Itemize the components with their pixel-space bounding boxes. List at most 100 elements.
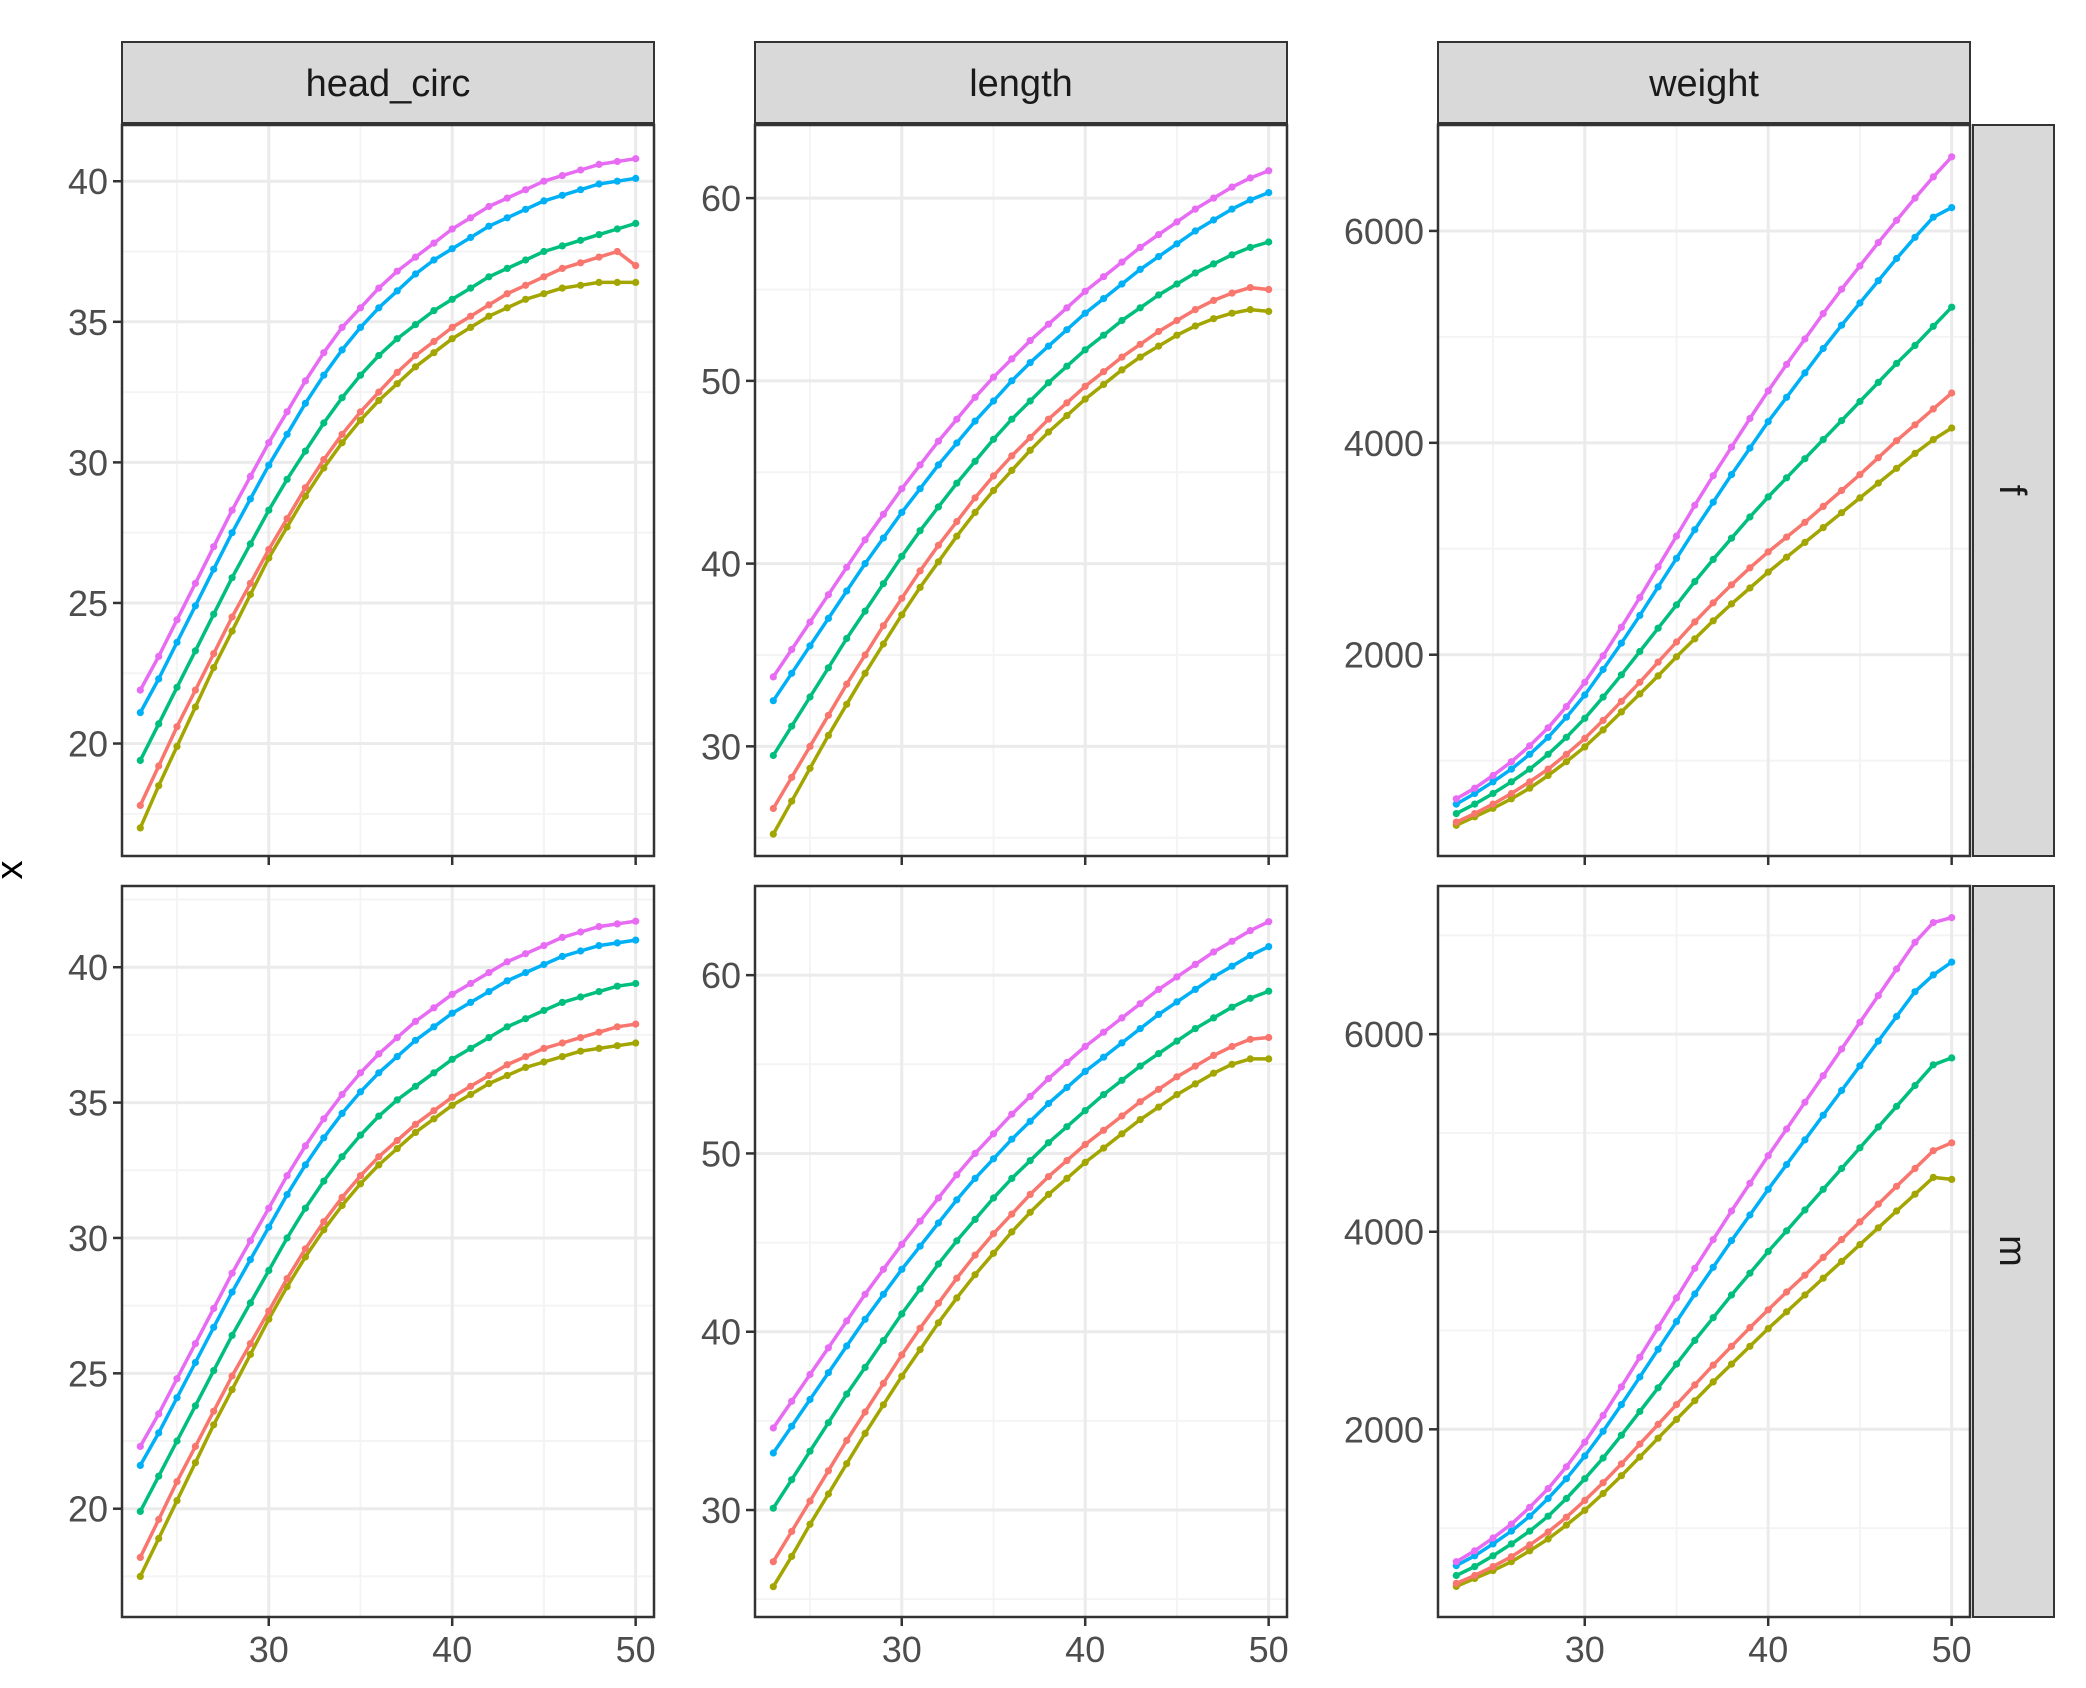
panel-weight-f-data-point bbox=[1654, 658, 1662, 666]
panel-head-circ-m-data-point bbox=[301, 1161, 309, 1169]
panel-head-circ-f-data-point bbox=[173, 683, 181, 691]
panel-head-circ-m-data-point bbox=[613, 939, 621, 947]
panel-weight-m-data-point bbox=[1948, 1054, 1956, 1062]
panel-weight-f-data-point bbox=[1948, 204, 1956, 212]
panel-weight-m-data-point bbox=[1452, 1579, 1460, 1587]
col-strip-weight-label: weight bbox=[1648, 63, 1759, 105]
panel-length-m-data-point bbox=[934, 1194, 943, 1202]
panel-head-circ-m-data-point bbox=[558, 1053, 566, 1061]
panel-length-m-data-point bbox=[1228, 937, 1236, 945]
panel-weight-m-data-point bbox=[1746, 1342, 1754, 1350]
panel-length-m-data-point bbox=[879, 1265, 888, 1273]
panel-head-circ-m-data-point bbox=[173, 1375, 181, 1383]
panel-length-f-data-point bbox=[1008, 355, 1016, 363]
panel-weight-m-data-point bbox=[1709, 1236, 1717, 1244]
panel-weight-m-data-point bbox=[1911, 1164, 1919, 1173]
panel-weight-m-data-point bbox=[1471, 1552, 1479, 1560]
panel-head-circ-f-data-point bbox=[411, 253, 420, 261]
panel-length-m-data-point bbox=[934, 1219, 943, 1227]
panel-length-m-data-point bbox=[1063, 1058, 1071, 1067]
panel-length-m-data-point bbox=[1008, 1228, 1016, 1236]
panel-head-circ-m-y-tick-label: 40 bbox=[68, 947, 108, 988]
panel-length-f-data-point bbox=[1210, 194, 1218, 202]
panel-weight-m-data-point bbox=[1746, 1269, 1754, 1277]
panel-length-m-data-point bbox=[1136, 1116, 1144, 1124]
panel-weight-f-data-point bbox=[1911, 421, 1919, 429]
panel-weight-m-data-point bbox=[1471, 1547, 1479, 1555]
panel-head-circ-f-data-point bbox=[613, 225, 621, 233]
panel-head-circ-m-data-point bbox=[577, 993, 585, 1001]
panel-weight-f-data-point bbox=[1819, 344, 1827, 353]
panel-head-circ-f-data-point bbox=[448, 245, 456, 253]
panel-length-m-data-point bbox=[1210, 1014, 1218, 1022]
panel-head-circ-m-data-point bbox=[430, 1069, 438, 1077]
panel-weight-m-data-point bbox=[1764, 1325, 1772, 1333]
panel-length-m-y-tick-label: 40 bbox=[701, 1312, 741, 1353]
panel-length-m-series-line bbox=[771, 945, 1270, 1454]
panel-length-m-data-point bbox=[1173, 973, 1181, 981]
panel-weight-m-data-point bbox=[1929, 1173, 1937, 1181]
panel-weight-m-data-point bbox=[1526, 1547, 1534, 1555]
panel-weight-m-data-point bbox=[1617, 1383, 1625, 1391]
row-strip-f-box bbox=[1972, 124, 2055, 857]
panel-weight-m-data-point bbox=[1709, 1361, 1717, 1369]
panel-weight-f-data-point bbox=[1691, 526, 1699, 534]
panel-length-f-data-point bbox=[824, 731, 833, 740]
panel-head-circ-m-data-point bbox=[558, 998, 566, 1007]
panel-weight-m-series-line bbox=[1455, 915, 1953, 1564]
panel-weight-f-data-point bbox=[1727, 443, 1736, 451]
panel-length-f-border bbox=[753, 123, 1289, 858]
panel-length-m-data-point bbox=[1210, 1051, 1218, 1059]
panel-weight-f-data-point bbox=[1526, 765, 1534, 773]
panel-length-m-data-point bbox=[1044, 1075, 1053, 1083]
panel-head-circ-m-series-line bbox=[138, 938, 636, 1467]
panel-weight-f-data-point bbox=[1929, 322, 1937, 330]
panel-length-f-data-point bbox=[989, 397, 998, 405]
panel-head-circ-m-data-point bbox=[632, 1020, 640, 1028]
panel-length-m-data-point bbox=[861, 1429, 869, 1437]
panel-length-m-data-point bbox=[971, 1215, 979, 1223]
panel-weight-m-data-point bbox=[1746, 1211, 1754, 1219]
panel-weight-f-series-line bbox=[1455, 426, 1953, 827]
panel-length-f-data-point bbox=[1191, 227, 1199, 235]
panel-head-circ-f-data-point bbox=[320, 456, 328, 464]
panel-weight-f-data-point bbox=[1581, 734, 1589, 743]
panel-head-circ-m-data-point bbox=[522, 1053, 530, 1061]
panel-length-m-data-point bbox=[824, 1490, 833, 1498]
panel-weight-f-data-point bbox=[1856, 494, 1864, 502]
panel-head-circ-m-y-tick-label: 30 bbox=[68, 1218, 108, 1259]
panel-weight-m-data-point bbox=[1581, 1438, 1589, 1446]
panel-length-f-data-point bbox=[1100, 368, 1108, 376]
panel-weight-f-data-point bbox=[1581, 743, 1589, 751]
panel-head-circ-f-data-point bbox=[246, 472, 254, 480]
panel-length-f-data-point bbox=[1228, 183, 1236, 191]
panel-length-m-data-point bbox=[1246, 1055, 1254, 1063]
panel-length-f-data-point bbox=[1044, 320, 1053, 328]
panel-head-circ-m-data-point bbox=[191, 1442, 199, 1450]
panel-length-f-data-point bbox=[1100, 295, 1108, 303]
panel-length-m-data-point bbox=[1118, 1014, 1126, 1022]
panel-head-circ-f-data-point bbox=[467, 323, 475, 331]
panel-head-circ-m-data-point bbox=[320, 1226, 328, 1234]
panel-weight-m-data-point bbox=[1727, 1237, 1736, 1245]
panel-length-f-y-tick-label: 30 bbox=[701, 726, 741, 767]
panel-weight-f-data-point bbox=[1819, 502, 1827, 510]
panel-weight-m-data-point bbox=[1507, 1540, 1515, 1548]
panel-weight-f-data-point bbox=[1672, 653, 1681, 661]
panel-weight-m-data-point bbox=[1801, 1206, 1809, 1214]
panel-length-f-data-point bbox=[806, 693, 814, 701]
panel-weight-m-data-point bbox=[1948, 958, 1956, 966]
panel-length-m-data-point bbox=[1118, 1130, 1126, 1138]
panel-weight-m-data-point bbox=[1783, 1161, 1791, 1169]
panel-length-m-data-point bbox=[1044, 1190, 1053, 1198]
panel-weight-m-data-point bbox=[1764, 1247, 1772, 1256]
panel-weight-f-data-point bbox=[1709, 472, 1717, 480]
panel-head-circ-m-data-point bbox=[338, 1090, 346, 1099]
panel-length-m-data-point bbox=[788, 1552, 796, 1560]
panel-weight-f-data-point bbox=[1801, 369, 1809, 377]
panel-length-f-data-point bbox=[989, 435, 998, 443]
panel-length-f-data-point bbox=[898, 552, 906, 560]
panel-length-f-data-point bbox=[971, 393, 979, 401]
panel-weight-f-data-point bbox=[1948, 153, 1956, 161]
panel-head-circ-m-data-point bbox=[613, 920, 621, 928]
